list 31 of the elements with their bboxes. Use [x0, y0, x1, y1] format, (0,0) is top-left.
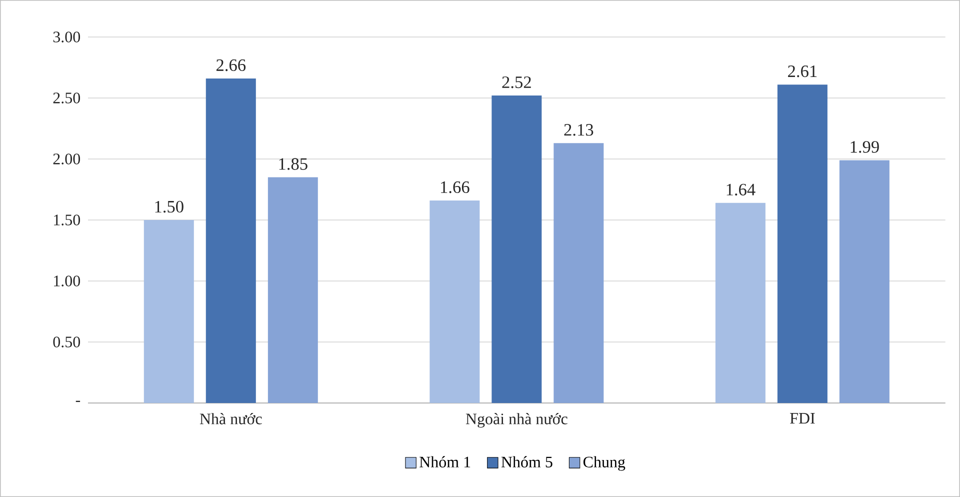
y-tick-label: 2.50 [53, 92, 80, 104]
bar [206, 78, 256, 403]
data-label: 2.52 [502, 76, 531, 88]
bar [492, 96, 542, 403]
bar [554, 143, 604, 403]
x-tick-label: FDI [790, 413, 815, 424]
data-label: 1.99 [850, 141, 879, 153]
bar [839, 160, 890, 403]
bar [144, 220, 194, 403]
y-tick-label: 1.50 [54, 214, 80, 226]
data-label: 1.85 [279, 158, 308, 170]
x-tick-label: Ngoài nhà nước [466, 413, 568, 428]
y-tick-label: 0.50 [53, 336, 80, 348]
bar [777, 84, 828, 403]
data-label: 1.50 [155, 200, 184, 213]
y-tick-label: - [76, 400, 80, 402]
x-tick-label: Nhà nước [200, 413, 262, 424]
data-label: 2.13 [564, 124, 594, 136]
data-label: 1.64 [726, 184, 756, 196]
bar [430, 200, 480, 403]
data-label: 2.61 [788, 65, 817, 78]
bar [715, 202, 766, 403]
y-tick-label: 1.00 [54, 276, 80, 286]
data-label: 1.66 [441, 181, 470, 194]
data-label: 2.66 [216, 59, 246, 72]
bar [268, 177, 318, 403]
legend-label: Chung [583, 456, 626, 471]
legend-label: Nhóm 5 [501, 456, 552, 468]
y-tick-label: 3.00 [53, 32, 80, 42]
y-tick-label: 2.00 [53, 154, 80, 164]
legend-label: Nhóm 1 [420, 456, 470, 468]
